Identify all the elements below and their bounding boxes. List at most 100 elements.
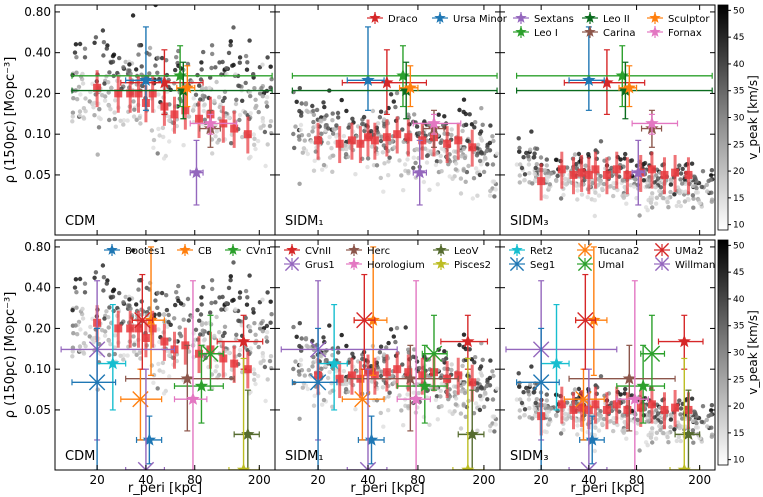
subhalo-point [427, 422, 432, 427]
subhalo-point [611, 181, 616, 186]
subhalo-point [80, 81, 86, 86]
subhalo-point [253, 332, 258, 337]
subhalo-point [678, 412, 683, 417]
star-marker [189, 165, 204, 179]
subhalo-point [666, 440, 671, 445]
subhalo-point [394, 90, 400, 96]
subhalo-point [203, 321, 209, 326]
subhalo-point [438, 159, 443, 164]
subhalo-point [447, 409, 452, 414]
cross-marker-b [367, 461, 377, 470]
subhalo-point [212, 98, 217, 104]
subhalo-point [676, 434, 681, 440]
subhalo-point [491, 373, 496, 379]
subhalo-point [399, 408, 404, 413]
subhalo-point [228, 39, 233, 44]
colorbar-tick-label: 40 [733, 295, 745, 305]
subhalo-point [353, 172, 358, 177]
star-marker [413, 165, 427, 179]
subhalo-point [600, 421, 605, 426]
subhalo-point [95, 152, 100, 157]
subhalo-point [593, 425, 598, 430]
subhalo-point [318, 353, 323, 358]
median-point [382, 133, 391, 142]
y-tick-label: 0.80 [24, 5, 51, 19]
subhalo-point [185, 61, 191, 67]
subhalo-point [334, 369, 339, 374]
star-marker [348, 244, 360, 255]
subhalo-point [490, 162, 496, 167]
legend-entry-sextans: Sextans [513, 12, 574, 25]
median-point [126, 89, 135, 98]
dwarf-herc [125, 344, 235, 432]
star-marker [361, 73, 375, 86]
subhalo-point [674, 438, 679, 444]
subhalo-point [446, 162, 451, 167]
star-marker [173, 68, 187, 82]
legend-label: Fornax [668, 28, 702, 39]
subhalo-point [153, 63, 158, 68]
subhalo-point [494, 386, 500, 391]
subhalo-point [375, 121, 381, 126]
subhalo-point [450, 176, 455, 181]
subhalo-point [230, 63, 235, 68]
subhalo-point [138, 121, 143, 126]
subhalo-point [650, 440, 655, 445]
subhalo-point [564, 182, 569, 187]
panel-title: SIDM₁ [285, 214, 324, 229]
median-point [647, 400, 656, 409]
subhalo-point [522, 407, 528, 412]
subhalo-point [462, 390, 468, 396]
subhalo-point [269, 366, 274, 371]
median-point [114, 89, 123, 98]
observed-dwarfs [60, 246, 264, 470]
star-marker [645, 116, 659, 130]
dwarf-umai [421, 314, 448, 391]
median-point [557, 165, 566, 174]
subhalo-point [302, 138, 307, 143]
star-marker [677, 334, 691, 348]
subhalo-point [435, 182, 440, 187]
subhalo-point [110, 53, 116, 59]
subhalo-point [598, 414, 603, 419]
star-marker [396, 68, 410, 82]
subhalo-point [598, 179, 603, 184]
subhalo-point [314, 107, 320, 113]
colorbar-tick-label: 25 [733, 140, 744, 150]
subhalo-scatter [291, 86, 500, 201]
subhalo-point [532, 389, 537, 395]
subhalo-point [297, 181, 302, 186]
subhalo-point [260, 116, 265, 121]
subhalo-point [243, 110, 248, 115]
subhalo-point [237, 55, 243, 60]
subhalo-point [228, 274, 233, 279]
subhalo-point [592, 433, 597, 438]
subhalo-point [134, 67, 139, 72]
subhalo-point [210, 286, 215, 292]
subhalo-point [676, 199, 681, 205]
subhalo-point [637, 213, 642, 218]
legend-entry-grus1: Grus1 [284, 256, 335, 272]
subhalo-point [624, 436, 629, 441]
subhalo-point [438, 388, 443, 394]
subhalo-point [81, 116, 87, 121]
subhalo-point [447, 174, 452, 179]
subhalo-point [417, 365, 422, 371]
star-marker [203, 116, 218, 130]
star-marker [194, 379, 209, 392]
subhalo-point [107, 352, 112, 358]
subhalo-point [234, 332, 239, 337]
subhalo-point [172, 316, 177, 321]
x-tick-label: 80 [187, 473, 202, 487]
subhalo-point [228, 278, 233, 283]
subhalo-point [522, 412, 527, 418]
median-point [612, 400, 621, 409]
star-marker [549, 356, 564, 370]
subhalo-point [615, 422, 620, 428]
subhalo-point [478, 364, 484, 369]
subhalo-point [100, 93, 105, 98]
subhalo-point [519, 400, 525, 406]
subhalo-point [475, 146, 480, 151]
dwarf-uma2 [575, 273, 597, 370]
subhalo-point [344, 343, 349, 349]
